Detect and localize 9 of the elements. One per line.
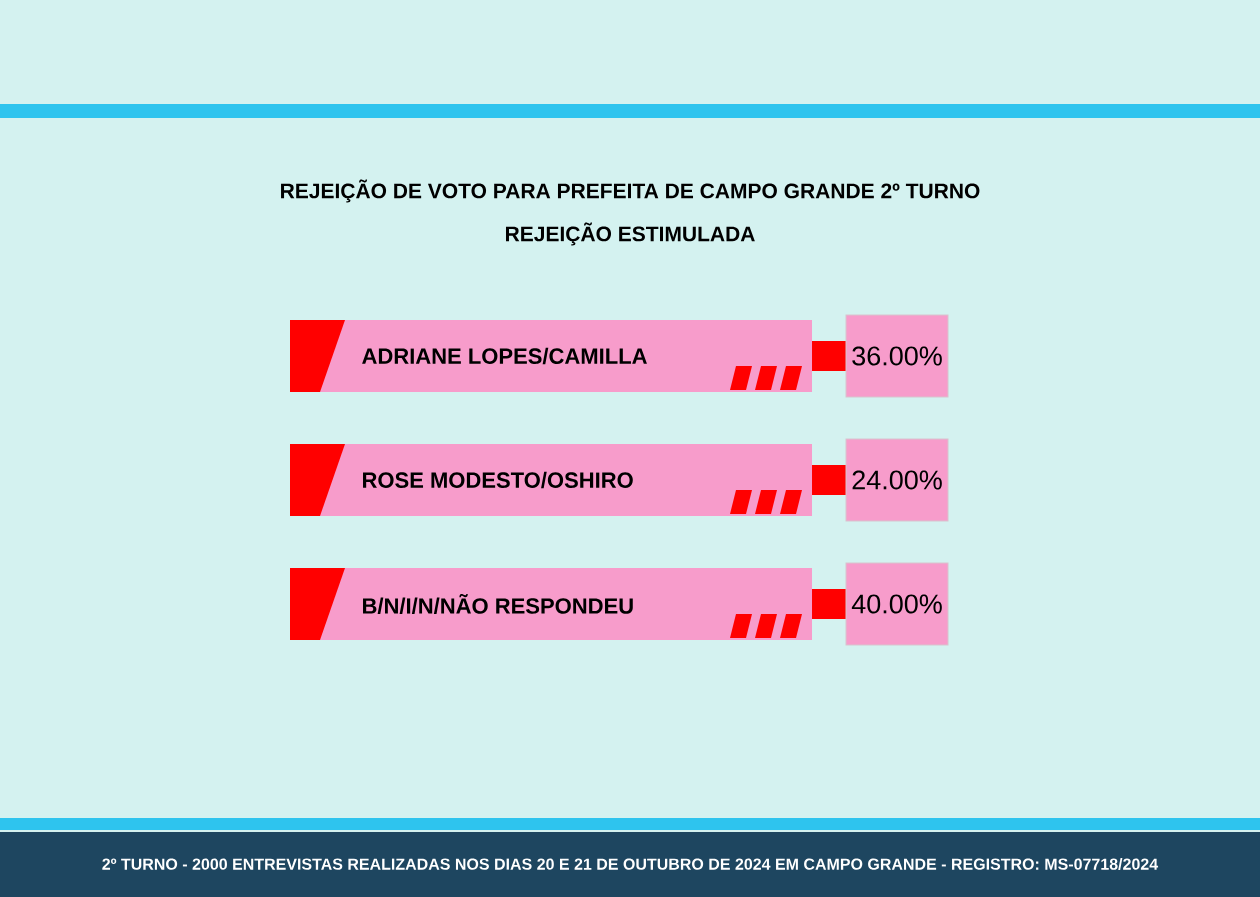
category-label: ROSE MODESTO/OSHIRO [363,471,633,489]
text: 2º TURNO - 2000 ENTREVISTAS REALIZADAS NOS DIAS 20 E 21 DE OUTUBRO DE 2024 EM CAMPO GRANDE - REGISTRO: MS-07718/2024 [102,858,1159,870]
data-label: 24.00% [852,470,942,490]
text: REJEIÇÃO DE VOTO PARA PREFEITA DE CAMPO GRANDE 2º TURNO [281,179,980,203]
category-label: ADRIANE LOPES/CAMILLA [362,347,647,365]
data-label: 36.00% [852,346,942,366]
data-label: 40.00% [851,594,942,614]
category-label: B/N/I/N/NÃO RESPONDEU [363,593,633,615]
text: REJEIÇÃO ESTIMULADA [506,222,755,246]
